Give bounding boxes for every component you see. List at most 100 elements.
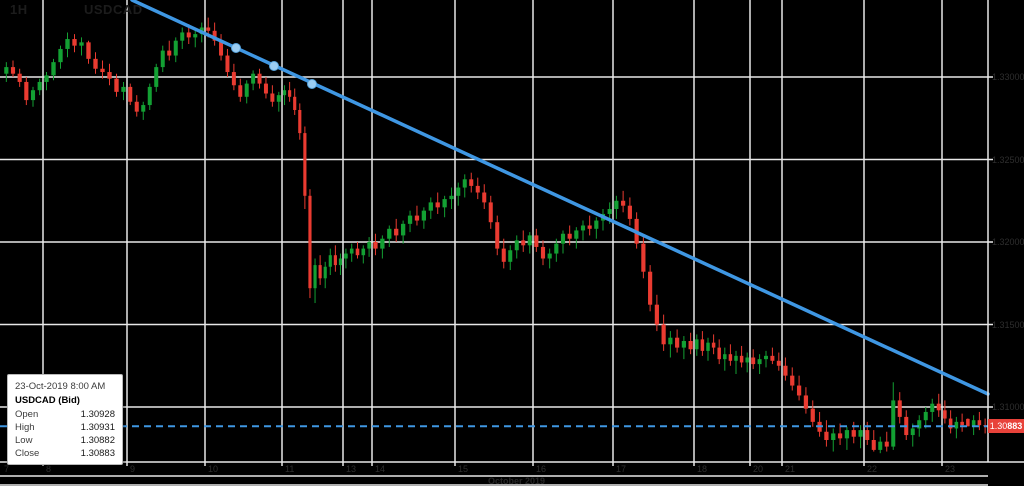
candle-body [764,355,768,360]
candle-body [288,90,292,97]
candle-body [167,50,172,56]
candle-body [587,225,592,229]
price-tag-bold-digits: 883 [1007,421,1023,431]
candle-body [688,341,693,350]
candle-body [276,95,281,102]
candle-body [333,255,337,266]
x-axis-day-label: 10 [208,464,219,474]
candle-body [567,233,572,239]
candle-body [206,27,211,31]
x-axis-day-label: 13 [346,464,357,474]
candle-body [776,360,781,366]
candle-body [147,86,152,106]
y-axis-label: 1.31500 [992,319,1024,330]
candle-body [534,235,539,247]
candle-body [717,347,721,360]
trendline[interactable] [130,0,990,396]
x-axis-day-label: 17 [616,464,627,474]
candle-body [723,354,727,360]
candle-body [554,243,559,254]
candle-body [328,255,332,267]
x-axis-day-label: 8 [46,464,52,474]
candle-body [219,40,224,56]
candle-body [641,243,646,272]
candle-body [367,242,371,249]
candle-body [668,337,673,345]
candle-body [128,86,133,102]
candle-body [231,72,236,86]
x-axis-day-label: 14 [375,464,386,474]
candle-body [282,90,287,96]
candle-body [24,81,29,101]
candle-body [547,253,552,259]
candle-body [414,215,420,221]
candle-body [734,355,738,361]
candle-body [614,200,619,209]
candle-body [373,242,378,249]
candle-body [910,428,915,436]
tooltip-row-high: High 1.30931 [15,421,115,434]
candle-body [580,225,586,231]
candle-body [508,250,513,262]
candle-body [745,357,749,363]
x-axis-month-label: October 2019 [488,476,546,486]
x-axis-day-label: 21 [785,464,796,474]
y-axis-label: 1.31000 [992,402,1024,412]
candle-body [858,430,863,437]
trendline-handle[interactable] [269,61,279,71]
candle-body [72,39,77,46]
candle-body [661,324,666,345]
candle-body [17,73,22,82]
candle-body [751,357,756,365]
candle-body [844,430,850,439]
open-value: 1.30928 [80,409,115,420]
x-axis-day-label: 18 [697,464,708,474]
candle-body [79,42,84,46]
tooltip-row-close: Close 1.30883 [15,447,115,460]
x-axis-day-label: 11 [285,464,295,474]
x-axis-day-label: 15 [458,464,469,474]
trendline-handle[interactable] [231,43,241,53]
symbol-label[interactable]: USDCAD [84,2,143,17]
candle-body [700,339,705,351]
candle-body [400,223,406,236]
candle-body [488,202,493,223]
candle-body [648,271,653,305]
candle-body [257,73,262,84]
candle-body [501,248,506,262]
candle-body [810,408,815,422]
candle-body [803,395,809,409]
x-axis-day-label: 9 [130,464,136,474]
low-value: 1.30882 [80,435,115,446]
candle-body [560,233,566,244]
candle-body [469,179,474,186]
candle-body [607,209,612,214]
high-label: High [15,422,35,433]
candle-body [865,430,870,440]
candle-body [943,410,947,419]
candle-body [482,192,487,203]
x-axis-day-label: 20 [753,464,764,474]
x-axis-day-label: 23 [945,464,956,474]
candle-body [449,195,454,200]
candle-body [238,85,243,97]
candle-body [65,39,70,49]
candle-body [263,83,268,94]
timeframe-label[interactable]: 1H [10,2,28,17]
candle-body [681,341,686,348]
candle-body [790,375,795,386]
tooltip-title: USDCAD (Bid) [15,395,80,406]
candle-body [977,420,982,426]
candle-body [837,433,843,439]
candle-body [186,32,191,38]
candle-body [878,441,883,450]
candle-body [338,258,343,266]
candle-body [10,67,16,74]
candle-body [37,81,42,91]
candle-body [884,441,889,447]
close-label: Close [15,448,40,459]
candle-body [891,400,896,447]
candle-body [442,199,447,208]
trendline-handle[interactable] [307,79,317,89]
